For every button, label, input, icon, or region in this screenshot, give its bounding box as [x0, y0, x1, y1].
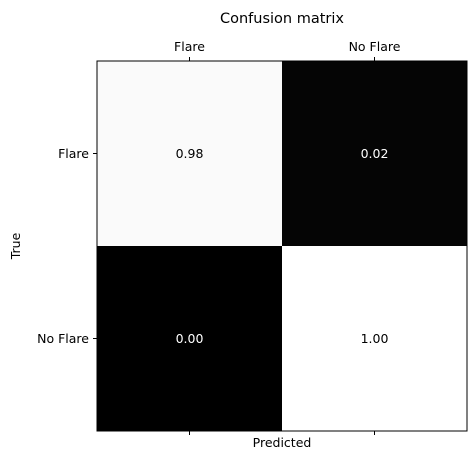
x-axis-label: Predicted	[253, 435, 312, 450]
heatmap-cell-1-1	[282, 246, 467, 431]
heatmap-cell-label-0-0: 0.98	[176, 146, 204, 161]
heatmap-cells	[97, 61, 467, 431]
heatmap-cell-labels: 0.98 0.02 0.00 1.00	[176, 146, 389, 346]
y-tick-label-0: Flare	[58, 146, 89, 161]
y-axis-label: True	[8, 232, 23, 260]
chart-title: Confusion matrix	[220, 11, 344, 27]
heatmap-cell-label-0-1: 0.02	[361, 146, 389, 161]
heatmap-cell-label-1-0: 0.00	[176, 331, 204, 346]
x-tick-label-0: Flare	[174, 39, 205, 54]
heatmap-cell-0-0	[97, 61, 282, 246]
heatmap-cell-1-0	[97, 246, 282, 431]
heatmap-cell-0-1	[282, 61, 467, 246]
plot-frame	[96, 60, 468, 432]
x-axis-ticks: Flare No Flare	[174, 39, 401, 435]
y-tick-label-1: No Flare	[37, 331, 89, 346]
x-tick-label-1: No Flare	[349, 39, 401, 54]
y-axis-ticks: Flare No Flare	[37, 146, 97, 346]
heatmap-cell-label-1-1: 1.00	[361, 331, 389, 346]
